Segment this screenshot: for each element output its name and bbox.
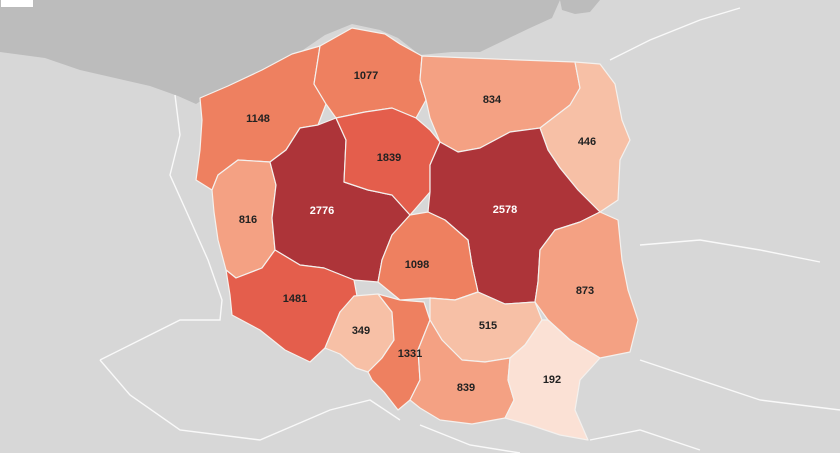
country-border-south (419, 424, 701, 453)
country-border-czech (99, 359, 401, 441)
region-value-label-zachodniopomorskie: 1148 (246, 113, 270, 125)
sea (0, 0, 560, 104)
region-value-label-podkarpackie: 192 (543, 374, 561, 386)
region-value-label-dolnoslaskie: 1481 (283, 293, 307, 305)
region-value-label-pomorskie: 1077 (354, 70, 378, 82)
country-border-germany (99, 94, 223, 361)
region-value-label-slaskie: 1331 (398, 348, 422, 360)
region-value-label-malopolskie: 839 (457, 382, 475, 394)
country-border-east (609, 7, 840, 411)
region-value-label-lodzkie: 1098 (405, 259, 429, 271)
region-value-label-kujawsko-pomorskie: 1839 (377, 152, 401, 164)
sea-north (560, 0, 600, 14)
region-value-label-opolskie: 349 (352, 325, 370, 337)
region-value-label-podlaskie: 446 (578, 136, 596, 148)
corner-control[interactable] (0, 0, 34, 8)
region-value-label-mazowieckie: 2578 (493, 204, 517, 216)
region-value-label-lubelskie: 873 (576, 285, 594, 297)
region-slaskie[interactable] (367, 293, 431, 411)
region-value-label-wielkopolskie: 2776 (310, 205, 334, 217)
region-value-label-lubuskie: 816 (239, 214, 257, 226)
region-value-label-swietokrzyskie: 515 (479, 320, 497, 332)
region-pomorskie[interactable] (313, 27, 427, 119)
region-value-label-warminsko-mazurskie: 834 (483, 94, 502, 106)
region-podkarpackie[interactable] (504, 319, 601, 441)
